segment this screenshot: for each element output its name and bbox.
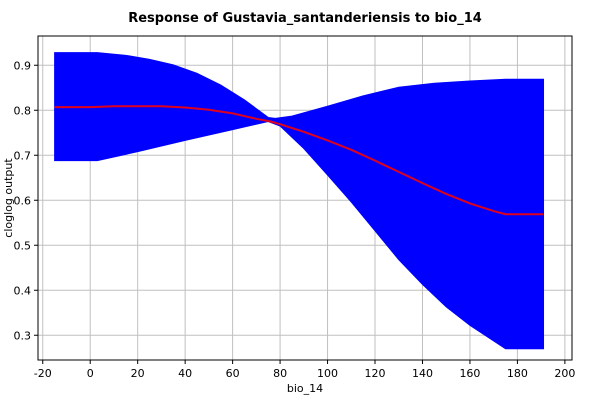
y-axis-label: cloglog output (2, 158, 15, 238)
x-tick-label: 160 (459, 367, 480, 380)
x-tick-label: 180 (507, 367, 528, 380)
x-tick-label: -20 (34, 367, 52, 380)
mean-response-line-path (54, 105, 544, 216)
mean-response-line (54, 105, 544, 216)
x-tick-label: 0 (87, 367, 94, 380)
y-tick-label: 0.6 (14, 194, 32, 207)
y-tick-label: 0.5 (14, 239, 32, 252)
y-tick-label: 0.8 (14, 104, 32, 117)
x-tick-label: 120 (365, 367, 386, 380)
x-tick-label: 140 (412, 367, 433, 380)
y-tick-label: 0.7 (14, 149, 32, 162)
x-tick-label: 60 (226, 367, 240, 380)
chart-title: Response of Gustavia_santanderiensis to … (128, 11, 482, 26)
y-tick-label: 0.3 (14, 329, 32, 342)
x-tick-label: 20 (131, 367, 145, 380)
plot-area-frame (37, 35, 573, 361)
y-tick-label: 0.4 (14, 284, 32, 297)
x-axis-label: bio_14 (287, 382, 323, 395)
x-tick-label: 100 (317, 367, 338, 380)
x-tick-label: 80 (273, 367, 287, 380)
x-tick-label: 200 (554, 367, 575, 380)
x-tick-label: 40 (178, 367, 192, 380)
y-tick-label: 0.9 (14, 59, 32, 72)
axis-ticks: -20 0 20 40 60 80 100 120 140 160 180 200 0.3 0.4 0.5 0… (14, 59, 576, 380)
